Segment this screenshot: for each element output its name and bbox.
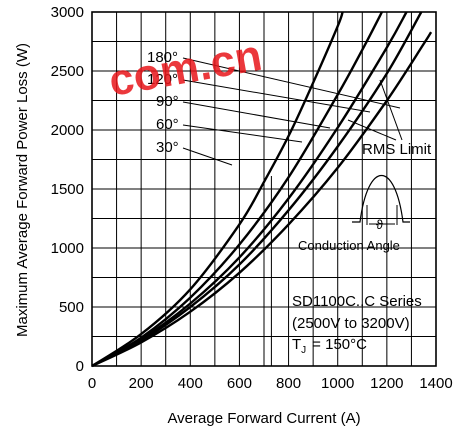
- rms-limit-leader-1: [379, 79, 403, 141]
- x-axis-label: Average Forward Current (A): [167, 410, 360, 427]
- angle-leader-line: [182, 124, 303, 143]
- label-180: 180°: [147, 49, 178, 66]
- half-sine-waveform: [352, 175, 410, 223]
- curve-180: [91, 31, 433, 368]
- series-name: SD1100C..C Series: [292, 293, 422, 310]
- theta-symbol: ϑ: [376, 217, 384, 232]
- x-tick-label: 1400: [419, 375, 452, 392]
- x-tick-label: 1200: [370, 375, 403, 392]
- x-tick-label: 1000: [321, 375, 354, 392]
- angle-leader-line: [182, 57, 401, 109]
- conduction-angle-inset: ϑ Conduction Angle: [298, 175, 410, 253]
- x-tick-label: 0: [88, 375, 96, 392]
- y-tick-label: 0: [76, 358, 84, 375]
- label-60: 60°: [156, 116, 179, 133]
- curve-90: [91, 11, 408, 368]
- x-tick-labels: 0 200 400 600 800 1000 1200 1400: [88, 375, 453, 392]
- junction-temp: TJ = 150°C: [292, 336, 367, 356]
- y-tick-label: 2000: [51, 122, 84, 139]
- angle-leader-line: [182, 79, 371, 113]
- curve-120: [91, 11, 423, 368]
- curve-60: [91, 11, 383, 368]
- y-tick-label: 1500: [51, 181, 84, 198]
- x-tick-label: 400: [178, 375, 203, 392]
- label-90: 90°: [156, 93, 179, 110]
- y-tick-label: 2500: [51, 63, 84, 80]
- angle-leader-line: [182, 147, 233, 166]
- rms-limit-leader-2: [347, 119, 397, 141]
- y-tick-labels: 0 500 1000 1500 2000 2500 3000: [51, 4, 84, 375]
- watermark: com.cn: [105, 31, 265, 106]
- y-tick-label: 3000: [51, 4, 84, 21]
- x-tick-label: 600: [227, 375, 252, 392]
- y-axis-label: Maximum Average Forward Power Loss (W): [14, 43, 31, 337]
- voltage-range: (2500V to 3200V): [292, 315, 410, 332]
- angle-leader-line: [182, 101, 331, 129]
- y-tick-label: 500: [59, 299, 84, 316]
- x-tick-label: 200: [129, 375, 154, 392]
- label-120: 120°: [147, 71, 178, 88]
- angle-labels: 180° 120° 90° 60° 30°: [147, 49, 179, 156]
- rms-limit-label: RMS Limit: [362, 141, 432, 158]
- curves: [91, 11, 433, 368]
- device-info: SD1100C..C Series (2500V to 3200V) TJ = 1…: [292, 293, 422, 356]
- label-30: 30°: [156, 139, 179, 156]
- curve-30: [91, 11, 344, 368]
- y-tick-label: 1000: [51, 240, 84, 257]
- plot-frame: [91, 11, 437, 367]
- leader-lines: [182, 57, 401, 166]
- x-tick-label: 800: [276, 375, 301, 392]
- conduction-angle-label: Conduction Angle: [298, 238, 400, 253]
